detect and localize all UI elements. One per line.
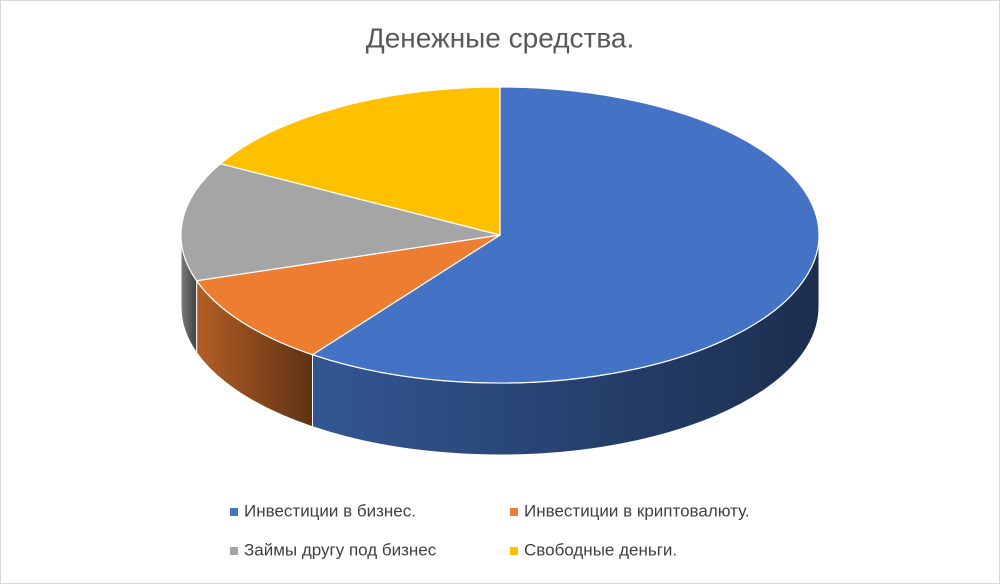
slice [180, 163, 501, 355]
chart-title: Денежные средства. [366, 22, 635, 53]
slice [219, 86, 501, 236]
legend-label: Инвестиции в бизнес. [244, 501, 416, 520]
legend-label: Свободные деньги. [524, 540, 677, 559]
legend-marker [510, 508, 518, 516]
legend-marker [230, 547, 238, 555]
legend-label: Инвестиции в криптовалюту. [524, 501, 750, 520]
legend-label: Займы другу под бизнес [244, 540, 437, 559]
legend-marker [230, 508, 238, 516]
legend-marker [510, 547, 518, 555]
